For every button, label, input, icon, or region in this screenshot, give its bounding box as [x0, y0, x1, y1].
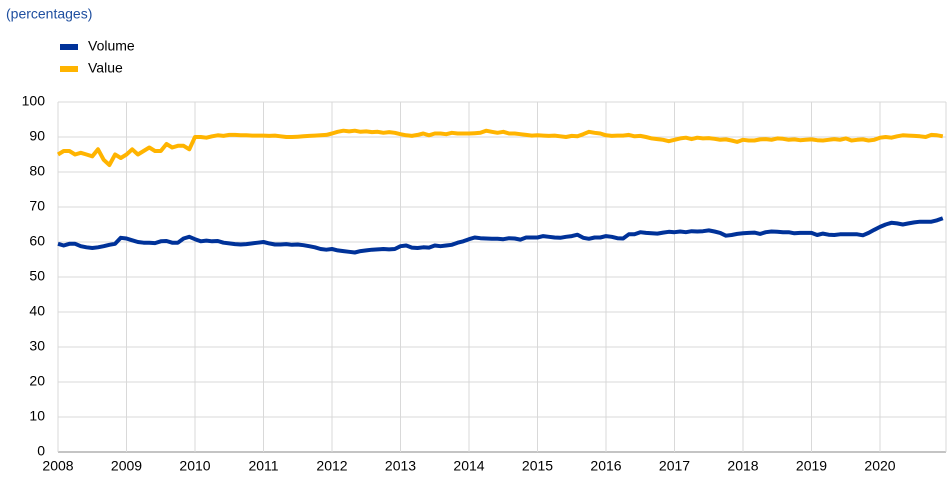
legend-label: Volume [88, 38, 135, 54]
legend-swatch [60, 66, 78, 72]
x-tick-label: 2012 [316, 458, 347, 474]
y-tick-label: 70 [29, 198, 45, 214]
x-tick-label: 2010 [179, 458, 210, 474]
x-tick-label: 2008 [42, 458, 73, 474]
y-tick-label: 10 [29, 408, 45, 424]
series-line [57, 216, 944, 255]
y-tick-label: 80 [29, 163, 45, 179]
legend-swatch [60, 44, 78, 50]
x-tick-label: 2019 [796, 458, 827, 474]
legend-label: Value [88, 60, 123, 76]
series-line [56, 128, 944, 167]
y-tick-label: 100 [22, 93, 46, 109]
y-tick-label: 50 [29, 268, 45, 284]
x-tick-label: 2017 [659, 458, 690, 474]
x-tick-label: 2015 [522, 458, 553, 474]
x-tick-label: 2020 [864, 458, 895, 474]
y-tick-label: 0 [37, 443, 45, 459]
y-tick-label: 90 [29, 128, 45, 144]
x-tick-label: 2018 [727, 458, 758, 474]
subtitle: (percentages) [6, 6, 92, 22]
x-tick-label: 2013 [385, 458, 416, 474]
x-tick-label: 2009 [111, 458, 142, 474]
y-tick-label: 30 [29, 338, 45, 354]
y-tick-label: 40 [29, 303, 45, 319]
y-tick-label: 60 [29, 233, 45, 249]
x-tick-label: 2014 [453, 458, 484, 474]
x-tick-label: 2011 [248, 458, 278, 474]
y-tick-label: 20 [29, 373, 45, 389]
x-tick-label: 2016 [590, 458, 621, 474]
